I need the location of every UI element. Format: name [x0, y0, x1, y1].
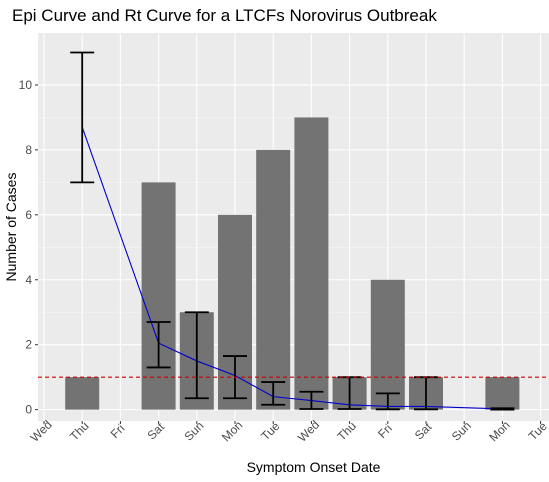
errorbar — [184, 311, 209, 400]
plot-panel — [38, 33, 549, 421]
bar — [485, 377, 520, 410]
x-tick-label: Sun — [181, 419, 206, 444]
bar — [370, 279, 405, 410]
x-tick-label: Wed — [28, 418, 55, 445]
bar — [256, 149, 291, 410]
x-tick-label: Sat — [144, 419, 167, 442]
x-tick-label: Mon — [486, 418, 512, 444]
bar — [141, 182, 176, 410]
x-tick-label: Sat — [412, 419, 435, 442]
x-tick-label: Thu — [335, 419, 360, 444]
x-tick-label: Mon — [219, 418, 245, 444]
y-axis: 0 2 4 6 8 10 — [19, 78, 38, 417]
y-tick-label: 0 — [25, 403, 32, 417]
x-tick-label: Wed — [295, 418, 322, 445]
x-axis-title: Symptom Onset Date — [247, 459, 381, 475]
errorbar — [299, 390, 324, 410]
bars — [65, 117, 520, 410]
bar — [65, 377, 100, 410]
errorbar — [70, 51, 95, 184]
y-tick-label: 8 — [25, 143, 32, 157]
x-tick-label: Tue — [258, 419, 282, 443]
bar — [294, 117, 329, 410]
x-tick-label: Thu — [67, 419, 92, 444]
x-tick-label: Sun — [449, 419, 474, 444]
x-axis: Wed Thu Fri Sat Sun Mon Tue Wed Thu Fri Sat Sun Mon T… — [28, 418, 549, 445]
x-tick-label: Tue — [526, 419, 549, 443]
errorbar — [490, 407, 515, 411]
y-tick-label: 10 — [19, 78, 33, 92]
y-axis-title: Number of Cases — [3, 173, 19, 282]
y-tick-label: 6 — [25, 208, 32, 222]
errorbar — [375, 392, 400, 411]
y-tick-label: 2 — [25, 338, 32, 352]
rt-series-line — [81, 126, 503, 410]
x-tick-label: Fri — [108, 421, 128, 441]
errorbar — [146, 321, 171, 369]
rt-line — [81, 126, 503, 410]
chart-title: Epi Curve and Rt Curve for a LTCFs Norov… — [12, 6, 437, 25]
errorbar — [261, 381, 286, 406]
x-tick-label: Fri — [375, 421, 395, 441]
y-tick-label: 4 — [25, 273, 32, 287]
